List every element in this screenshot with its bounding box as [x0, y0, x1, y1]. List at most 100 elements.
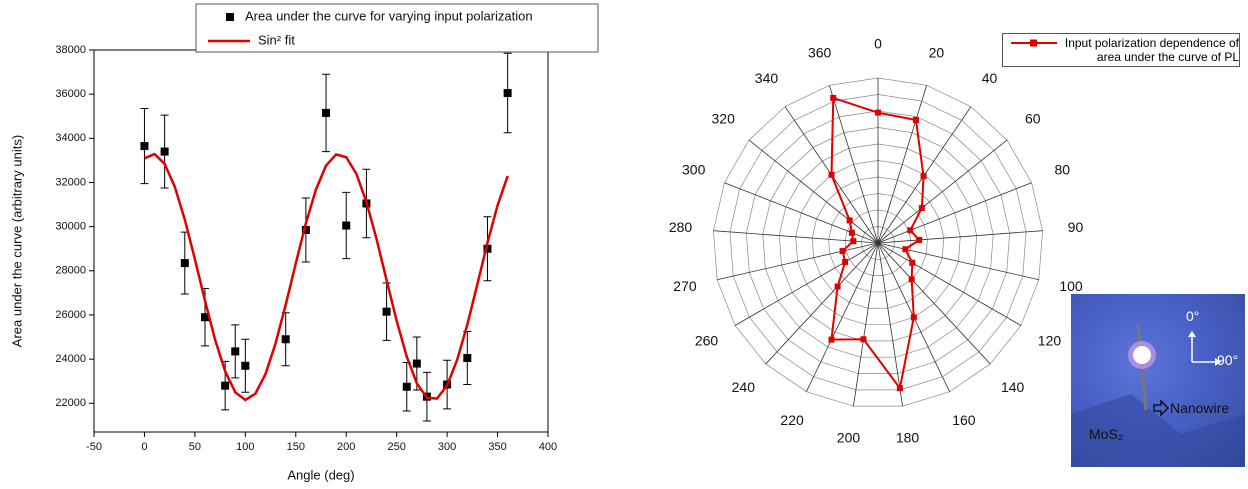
spoke [765, 242, 879, 365]
x-tick-label: 0 [141, 441, 147, 453]
data-point [828, 336, 835, 343]
data-point [839, 248, 846, 255]
x-tick-label: 250 [387, 441, 405, 453]
data-point [322, 108, 331, 117]
angle-label: 160 [952, 412, 976, 428]
angle-label: 180 [896, 429, 920, 445]
angle-label: 270 [673, 278, 697, 294]
data-point [301, 225, 310, 234]
data-point [846, 217, 853, 224]
data-point [909, 259, 916, 266]
spoke [877, 230, 1043, 244]
y-tick-label: 36000 [55, 88, 86, 100]
angle-label: 0 [874, 36, 882, 52]
y-tick-label: 28000 [55, 265, 86, 277]
data-point [907, 227, 914, 234]
y-tick-label: 38000 [55, 44, 86, 56]
data-point [920, 173, 927, 180]
angle-label: 80 [1055, 161, 1071, 177]
legend-swatch [226, 13, 234, 21]
data-point [160, 147, 169, 156]
spoke [877, 139, 1008, 244]
annotation: Nanowire [1170, 400, 1230, 416]
spoke [877, 242, 903, 407]
legend-label: Area under the curve for varying input p… [245, 8, 533, 23]
ring [828, 193, 928, 293]
angle-label: 90 [1068, 219, 1084, 235]
data-point [875, 109, 881, 116]
angle-label: 100 [1059, 278, 1083, 294]
angle-label: 320 [712, 110, 736, 126]
spoke [853, 242, 879, 407]
angle-label: 140 [1001, 379, 1025, 395]
spoke [877, 182, 1032, 244]
legend-swatch [1011, 39, 1057, 47]
angle-label: 40 [982, 70, 998, 86]
data-point [910, 314, 917, 321]
data-point [902, 246, 909, 253]
data-point [908, 276, 915, 283]
data-point [382, 307, 391, 316]
x-tick-label: 50 [189, 441, 201, 453]
spoke [877, 242, 991, 365]
ring [713, 77, 1043, 407]
angle-label: 20 [929, 44, 945, 60]
spoke [877, 242, 1039, 281]
data-point [918, 205, 925, 212]
angle-label: 280 [669, 219, 693, 235]
ring [746, 110, 1010, 374]
spoke [717, 242, 879, 281]
angle-label: 300 [682, 161, 706, 177]
ring [729, 94, 1027, 391]
data-point [842, 258, 849, 265]
annotation: MoS₂ [1089, 426, 1124, 442]
data-point [848, 229, 855, 236]
x-tick-label: 300 [438, 441, 456, 453]
legend-label: Sin² fit [258, 32, 295, 47]
data-point [231, 347, 240, 356]
angle-label: 340 [755, 70, 779, 86]
x-tick-label: 200 [337, 441, 355, 453]
y-tick-label: 24000 [55, 353, 86, 365]
y-tick-label: 32000 [55, 176, 86, 188]
plot-frame [93, 49, 549, 433]
data-point [916, 236, 923, 243]
angle-label: 120 [1038, 333, 1062, 349]
angle-label: 200 [837, 429, 861, 445]
data-point [200, 313, 209, 322]
spoke [734, 242, 879, 326]
y-tick-label: 34000 [55, 132, 86, 144]
ring [778, 143, 978, 342]
y-tick-label: 22000 [55, 397, 86, 409]
x-tick-label: 150 [287, 441, 305, 453]
spoke [877, 242, 1022, 326]
data-point [834, 283, 841, 290]
x-tick-label: -50 [86, 441, 102, 453]
data-point [281, 335, 290, 344]
angle-label: 360 [808, 44, 832, 60]
orientation-label: 0° [1186, 308, 1200, 324]
orientation-label: 90° [1217, 352, 1239, 368]
data-point [402, 382, 411, 391]
spoke [877, 85, 928, 244]
data-point [412, 359, 421, 368]
x-tick-label: 100 [236, 441, 254, 453]
data-point [896, 385, 903, 392]
data-point [830, 94, 837, 101]
angle-label: 260 [695, 333, 719, 349]
data-point [241, 361, 250, 370]
data-point [180, 259, 189, 268]
angle-label: 60 [1025, 110, 1041, 126]
ring [795, 160, 961, 325]
angle-label: 240 [732, 379, 756, 395]
y-tick-label: 30000 [55, 221, 86, 233]
legend: Input polarization dependence of area un… [1002, 33, 1240, 67]
x-axis-title: Angle (deg) [287, 467, 354, 482]
spoke [806, 242, 879, 392]
ring [811, 176, 945, 309]
microscope-image: 0° 90° Nanowire MoS₂ [1071, 294, 1245, 467]
spoke [724, 182, 879, 244]
polar-line [830, 96, 925, 391]
